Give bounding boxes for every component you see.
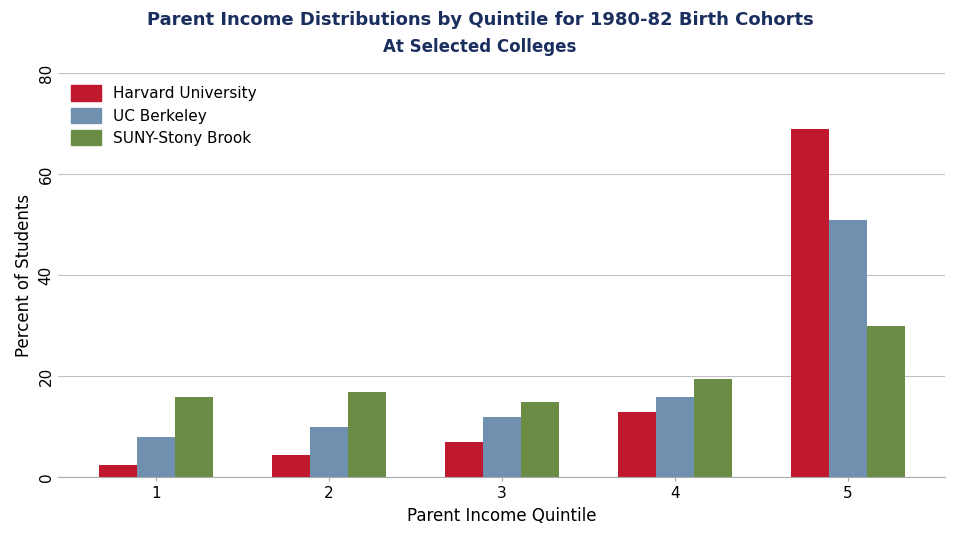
- Bar: [175, 396, 213, 477]
- Bar: [483, 417, 520, 477]
- Bar: [99, 465, 136, 477]
- Text: At Selected Colleges: At Selected Colleges: [383, 38, 577, 56]
- Legend: Harvard University, UC Berkeley, SUNY-Stony Brook: Harvard University, UC Berkeley, SUNY-St…: [66, 81, 262, 150]
- Bar: [444, 442, 483, 477]
- Bar: [694, 379, 732, 477]
- Bar: [617, 411, 656, 477]
- Bar: [828, 220, 867, 477]
- Bar: [348, 392, 386, 477]
- Bar: [310, 427, 348, 477]
- Text: Parent Income Distributions by Quintile for 1980-82 Birth Cohorts: Parent Income Distributions by Quintile …: [147, 11, 813, 29]
- Bar: [272, 455, 310, 477]
- Bar: [520, 402, 559, 477]
- Bar: [867, 326, 904, 477]
- X-axis label: Parent Income Quintile: Parent Income Quintile: [407, 507, 596, 525]
- Bar: [136, 437, 175, 477]
- Bar: [656, 396, 694, 477]
- Y-axis label: Percent of Students: Percent of Students: [15, 194, 33, 357]
- Bar: [790, 129, 828, 477]
